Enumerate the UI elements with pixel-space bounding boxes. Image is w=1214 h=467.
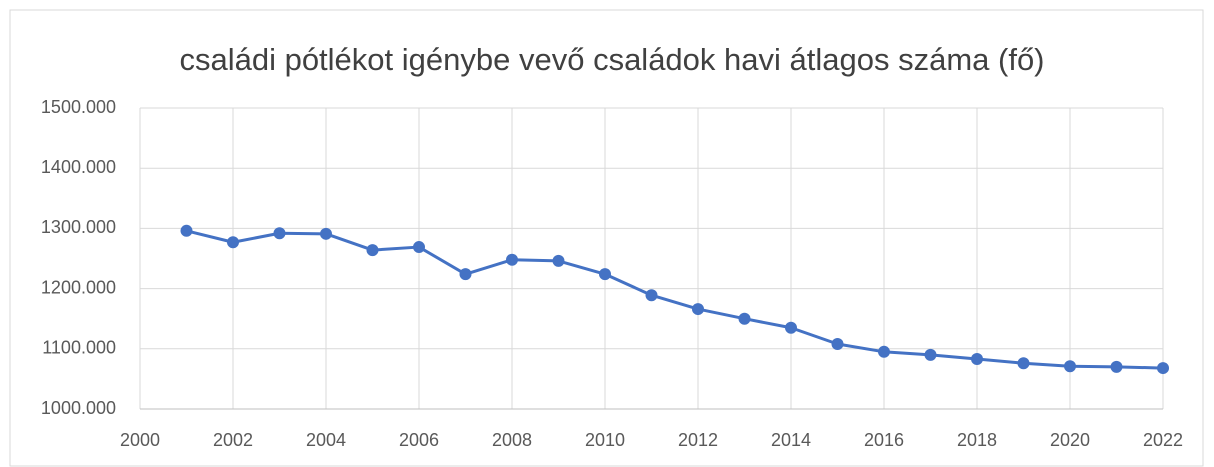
x-tick-label: 2020 xyxy=(1050,430,1090,450)
marker xyxy=(506,253,518,266)
marker xyxy=(878,345,890,358)
x-tick-label: 2022 xyxy=(1143,430,1183,450)
x-tick-label: 2002 xyxy=(213,430,253,450)
marker xyxy=(831,337,844,350)
marker xyxy=(273,227,286,240)
y-tick-label: 1400.000 xyxy=(41,157,116,177)
marker xyxy=(1110,360,1123,373)
y-tick-label: 1000.000 xyxy=(41,398,116,418)
marker xyxy=(552,254,565,267)
marker xyxy=(1064,360,1076,373)
marker xyxy=(924,348,937,361)
y-tick-label: 1100.000 xyxy=(42,338,116,358)
marker xyxy=(738,312,751,325)
x-tick-label: 2018 xyxy=(957,430,997,450)
y-tick-label: 1300.000 xyxy=(41,217,116,237)
y-tick-label: 1500.000 xyxy=(41,97,116,117)
x-tick-label: 2010 xyxy=(585,430,625,450)
x-tick-label: 2006 xyxy=(399,430,439,450)
marker xyxy=(692,303,704,316)
marker xyxy=(1017,357,1030,370)
chart-border xyxy=(9,9,1204,467)
marker xyxy=(785,321,797,334)
marker xyxy=(599,268,611,281)
marker xyxy=(971,353,983,366)
marker xyxy=(180,224,193,237)
marker xyxy=(320,227,332,240)
marker xyxy=(645,289,658,302)
x-tick-label: 2008 xyxy=(492,430,532,450)
chart-title: családi pótlékot igénybe vevő családok h… xyxy=(179,42,1044,77)
marker xyxy=(1157,362,1169,375)
x-tick-label: 2012 xyxy=(678,430,718,450)
x-tick-label: 2016 xyxy=(864,430,904,450)
x-tick-label: 2000 xyxy=(120,430,160,450)
marker xyxy=(459,268,472,281)
line xyxy=(186,229,1164,370)
marker xyxy=(413,241,425,254)
marker xyxy=(227,236,239,249)
x-tick-label: 2014 xyxy=(771,430,811,450)
x-tick-label: 2004 xyxy=(306,430,346,450)
marker xyxy=(366,244,379,257)
y-tick-label: 1200.000 xyxy=(41,277,116,297)
